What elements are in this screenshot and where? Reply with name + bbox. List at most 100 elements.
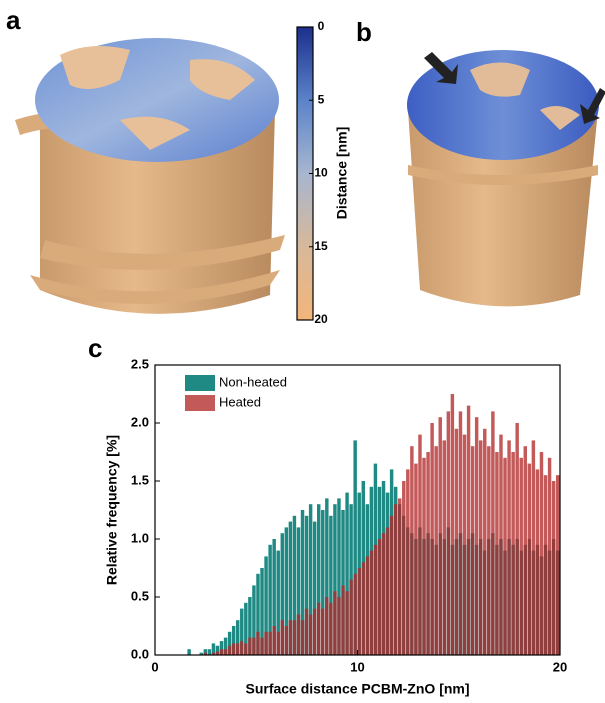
bar bbox=[551, 481, 556, 655]
bar bbox=[312, 608, 317, 655]
bar bbox=[349, 579, 353, 655]
bar bbox=[466, 405, 471, 655]
bar bbox=[240, 608, 244, 655]
bar bbox=[357, 568, 361, 655]
y-tick-label: 1.0 bbox=[131, 530, 149, 545]
bar bbox=[543, 475, 548, 655]
bar bbox=[300, 620, 305, 655]
panel-label: c bbox=[88, 333, 102, 363]
bar bbox=[365, 556, 370, 655]
y-tick-label: 2.5 bbox=[131, 356, 149, 371]
bar bbox=[531, 440, 536, 655]
bar bbox=[470, 446, 475, 655]
y-axis-label: Relative frequency [%] bbox=[104, 435, 120, 585]
bar bbox=[329, 515, 333, 655]
bar bbox=[268, 631, 272, 655]
bar bbox=[527, 463, 532, 655]
bar bbox=[353, 573, 357, 655]
bar bbox=[321, 510, 325, 655]
legend-swatch bbox=[185, 375, 215, 391]
bar bbox=[288, 521, 293, 655]
bar bbox=[535, 469, 540, 655]
bar bbox=[280, 620, 284, 655]
bar bbox=[426, 452, 430, 655]
bar bbox=[203, 652, 208, 655]
bar bbox=[341, 510, 345, 655]
bar bbox=[244, 602, 248, 655]
bar bbox=[462, 434, 467, 655]
bar bbox=[474, 417, 479, 655]
y-tick-label: 0.5 bbox=[131, 588, 149, 603]
bar bbox=[321, 608, 325, 655]
bar bbox=[215, 645, 220, 655]
bar bbox=[268, 544, 272, 655]
bar bbox=[211, 643, 216, 655]
bar bbox=[223, 637, 228, 655]
bar bbox=[373, 544, 378, 655]
bar bbox=[223, 649, 228, 655]
bar bbox=[393, 504, 398, 655]
legend-swatch bbox=[185, 395, 215, 411]
bar bbox=[292, 515, 297, 655]
y-tick-label: 0.0 bbox=[131, 646, 149, 661]
bar bbox=[296, 614, 301, 655]
bar bbox=[248, 597, 252, 655]
colorbar-tick-label: 10 bbox=[314, 166, 328, 180]
bar bbox=[211, 652, 216, 655]
bar bbox=[450, 394, 455, 655]
bar bbox=[329, 602, 333, 655]
bar bbox=[272, 626, 276, 655]
y-tick-label: 1.5 bbox=[131, 472, 149, 487]
legend-label: Heated bbox=[219, 394, 261, 409]
bar bbox=[345, 492, 349, 655]
bar bbox=[507, 440, 511, 655]
bar bbox=[304, 515, 309, 655]
bar bbox=[503, 457, 507, 655]
bar bbox=[317, 602, 321, 655]
bar bbox=[345, 591, 349, 655]
bar bbox=[276, 631, 280, 655]
colorbar-label: Distance [nm] bbox=[334, 127, 350, 220]
bar bbox=[288, 620, 293, 655]
bar bbox=[422, 457, 426, 655]
x-tick-label: 20 bbox=[553, 659, 567, 674]
bar bbox=[406, 469, 410, 655]
colorbar-tick-label: 0 bbox=[318, 19, 325, 33]
bar bbox=[333, 504, 337, 655]
colorbar-tick-label: 5 bbox=[318, 92, 325, 106]
legend-label: Non-heated bbox=[219, 374, 287, 389]
bar bbox=[187, 649, 191, 655]
bar bbox=[515, 423, 519, 655]
bar bbox=[539, 452, 544, 655]
bar bbox=[446, 411, 451, 655]
bar bbox=[236, 643, 240, 655]
bar bbox=[414, 463, 418, 655]
render-a bbox=[15, 38, 285, 314]
colorbar-tick-label: 15 bbox=[314, 239, 328, 253]
bar bbox=[264, 556, 268, 655]
bar bbox=[519, 457, 523, 655]
bar bbox=[341, 585, 345, 655]
bar bbox=[256, 573, 260, 655]
bar bbox=[231, 643, 236, 655]
x-axis-label: Surface distance PCBM-ZnO [nm] bbox=[245, 681, 469, 697]
bar bbox=[264, 631, 268, 655]
bar bbox=[280, 533, 284, 655]
bar bbox=[442, 440, 446, 655]
bar bbox=[495, 452, 499, 655]
bar bbox=[292, 620, 297, 655]
bar bbox=[219, 641, 224, 655]
bar bbox=[248, 637, 252, 655]
bar bbox=[317, 504, 321, 655]
bar bbox=[377, 539, 382, 655]
bar bbox=[231, 626, 236, 655]
bar bbox=[499, 434, 503, 655]
bar bbox=[325, 597, 329, 655]
bar bbox=[256, 631, 260, 655]
bar bbox=[227, 631, 232, 655]
y-tick-label: 2.0 bbox=[131, 414, 149, 429]
bar bbox=[276, 550, 280, 655]
bar bbox=[227, 645, 232, 655]
bar bbox=[454, 428, 459, 655]
bar bbox=[547, 457, 552, 655]
